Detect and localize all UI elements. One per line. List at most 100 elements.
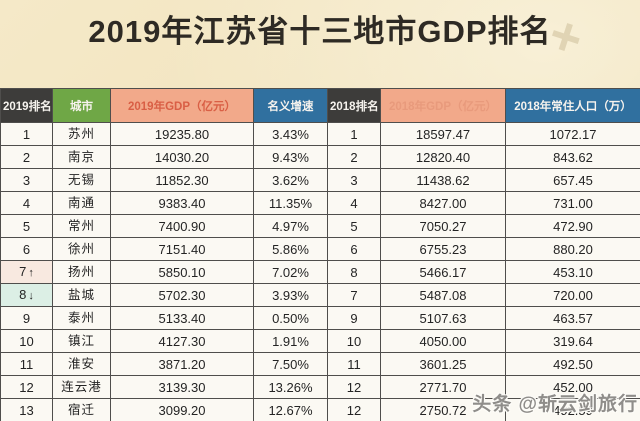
- column-header-nominal-growth: 名义增速: [253, 88, 328, 123]
- cell-gdp-2019: 5133.40: [110, 306, 254, 330]
- cell-gdp-2019: 3139.30: [110, 375, 254, 399]
- cell-population-2018: 843.62: [505, 145, 640, 169]
- cell-rank-2019: 3: [0, 168, 53, 192]
- cell-rank-2018: 9: [327, 306, 381, 330]
- cell-gdp-2018: 12820.40: [380, 145, 506, 169]
- table-row: 6 徐州 7151.40 5.86% 6 6755.23 880.20: [0, 237, 640, 261]
- cell-rank-2018: 8: [327, 260, 381, 284]
- cell-nominal-growth: 0.50%: [253, 306, 328, 330]
- cell-nominal-growth: 3.93%: [253, 283, 328, 307]
- cell-city: 南通: [52, 191, 111, 215]
- cell-gdp-2019: 5850.10: [110, 260, 254, 284]
- cell-gdp-2018: 6755.23: [380, 237, 506, 261]
- gdp-ranking-table: 2019排名 城市 2019年GDP（亿元） 名义增速 2018排名 2018年GDP（亿…: [0, 88, 640, 421]
- cell-rank-2019: 13: [0, 398, 53, 421]
- cell-gdp-2018: 5487.08: [380, 283, 506, 307]
- column-header-gdp-2019: 2019年GDP（亿元）: [110, 88, 254, 123]
- cell-gdp-2018: 3601.25: [380, 352, 506, 376]
- table-row: 1 苏州 19235.80 3.43% 1 18597.47 1072.17: [0, 122, 640, 146]
- cell-gdp-2019: 7400.90: [110, 214, 254, 238]
- cell-nominal-growth: 1.91%: [253, 329, 328, 353]
- cell-population-2018: 453.10: [505, 260, 640, 284]
- cell-rank-2018: 11: [327, 352, 381, 376]
- cell-rank-2019: 10: [0, 329, 53, 353]
- cell-rank-2019: 6: [0, 237, 53, 261]
- cell-rank-2018: 1: [327, 122, 381, 146]
- cell-population-2018: 880.20: [505, 237, 640, 261]
- cell-gdp-2018: 7050.27: [380, 214, 506, 238]
- table-row: 12 连云港 3139.30 13.26% 12 2771.70 452.00: [0, 375, 640, 399]
- cell-rank-2018: 10: [327, 329, 381, 353]
- cell-nominal-growth: 3.62%: [253, 168, 328, 192]
- cell-gdp-2019: 7151.40: [110, 237, 254, 261]
- cell-nominal-growth: 3.43%: [253, 122, 328, 146]
- cell-rank-2018: 5: [327, 214, 381, 238]
- cell-gdp-2018: 11438.62: [380, 168, 506, 192]
- cell-city: 苏州: [52, 122, 111, 146]
- cell-population-2018: 720.00: [505, 283, 640, 307]
- cell-rank-2018: 12: [327, 375, 381, 399]
- cell-population-2018: 492.50: [505, 352, 640, 376]
- cell-gdp-2018: 5107.63: [380, 306, 506, 330]
- rank-up-arrow-icon: ↑: [28, 267, 34, 279]
- cell-gdp-2019: 9383.40: [110, 191, 254, 215]
- column-header-city: 城市: [52, 88, 111, 123]
- cell-nominal-growth: 7.50%: [253, 352, 328, 376]
- cell-population-2018: 1072.17: [505, 122, 640, 146]
- cell-gdp-2018: 18597.47: [380, 122, 506, 146]
- column-header-population-2018: 2018年常住人口（万）: [505, 88, 640, 123]
- cell-rank-2019: 2: [0, 145, 53, 169]
- cell-rank-2019: 11: [0, 352, 53, 376]
- cell-rank-2019: 12: [0, 375, 53, 399]
- column-header-rank-2018: 2018排名: [327, 88, 381, 123]
- cell-city: 徐州: [52, 237, 111, 261]
- cell-rank-2019: 9: [0, 306, 53, 330]
- cell-rank-2019: 5: [0, 214, 53, 238]
- cell-population-2018: 452.00: [505, 375, 640, 399]
- table-row: 8 ↓ 盐城 5702.30 3.93% 7 5487.08 720.00: [0, 283, 640, 307]
- cell-nominal-growth: 5.86%: [253, 237, 328, 261]
- table-row: 3 无锡 11852.30 3.62% 3 11438.62 657.45: [0, 168, 640, 192]
- cell-city: 宿迁: [52, 398, 111, 421]
- cell-population-2018: 492.59: [505, 398, 640, 421]
- cell-rank-2019: 7 ↑: [0, 260, 53, 284]
- cell-rank-2018: 6: [327, 237, 381, 261]
- column-header-rank-2019: 2019排名: [0, 88, 53, 123]
- watermark: 头条 @斩云剑旅行: [472, 394, 638, 415]
- table-header-row: 2019排名 城市 2019年GDP（亿元） 名义增速 2018排名 2018年GDP（亿…: [0, 88, 640, 123]
- cell-gdp-2019: 11852.30: [110, 168, 254, 192]
- cell-nominal-growth: 9.43%: [253, 145, 328, 169]
- cell-rank-2019: 4: [0, 191, 53, 215]
- table-row: 5 常州 7400.90 4.97% 5 7050.27 472.90: [0, 214, 640, 238]
- cell-nominal-growth: 11.35%: [253, 191, 328, 215]
- cell-city: 连云港: [52, 375, 111, 399]
- cell-population-2018: 472.90: [505, 214, 640, 238]
- cell-city: 镇江: [52, 329, 111, 353]
- cell-gdp-2019: 3871.20: [110, 352, 254, 376]
- cell-city: 淮安: [52, 352, 111, 376]
- column-header-gdp-2018: 2018年GDP（亿元）: [380, 88, 506, 123]
- cell-nominal-growth: 4.97%: [253, 214, 328, 238]
- cell-rank-2018: 12: [327, 398, 381, 421]
- cell-population-2018: 319.64: [505, 329, 640, 353]
- cell-city: 无锡: [52, 168, 111, 192]
- cell-rank-2019: 8 ↓: [0, 283, 53, 307]
- cell-rank-2018: 7: [327, 283, 381, 307]
- table-row: 2 南京 14030.20 9.43% 2 12820.40 843.62: [0, 145, 640, 169]
- rank-down-arrow-icon: ↓: [28, 290, 34, 302]
- cell-city: 常州: [52, 214, 111, 238]
- table-row: 9 泰州 5133.40 0.50% 9 5107.63 463.57: [0, 306, 640, 330]
- cell-nominal-growth: 7.02%: [253, 260, 328, 284]
- cell-population-2018: 657.45: [505, 168, 640, 192]
- cell-city: 泰州: [52, 306, 111, 330]
- cell-gdp-2019: 19235.80: [110, 122, 254, 146]
- cell-rank-2018: 2: [327, 145, 381, 169]
- cell-gdp-2019: 14030.20: [110, 145, 254, 169]
- cell-gdp-2018: 8427.00: [380, 191, 506, 215]
- table-row: 11 淮安 3871.20 7.50% 11 3601.25 492.50: [0, 352, 640, 376]
- table-row: 10 镇江 4127.30 1.91% 10 4050.00 319.64: [0, 329, 640, 353]
- cell-population-2018: 463.57: [505, 306, 640, 330]
- cell-gdp-2019: 3099.20: [110, 398, 254, 421]
- table-row: 7 ↑ 扬州 5850.10 7.02% 8 5466.17 453.10: [0, 260, 640, 284]
